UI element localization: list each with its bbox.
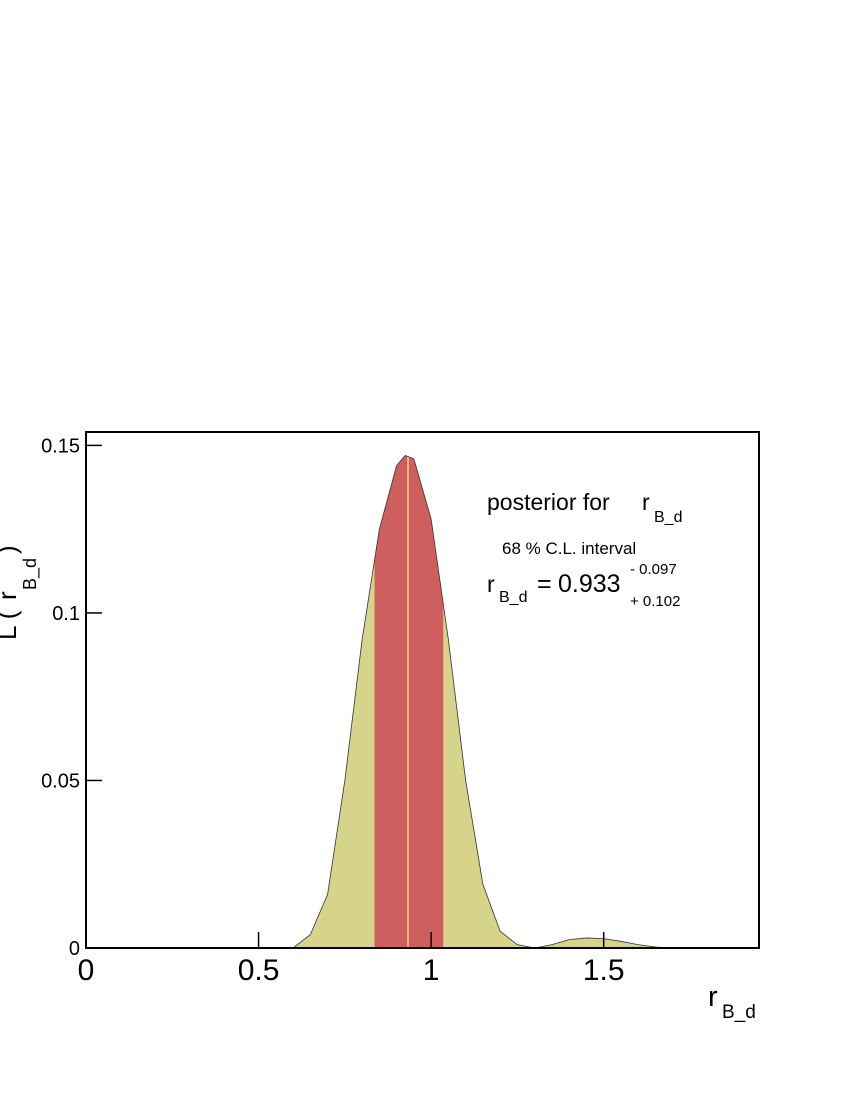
interval-title: 68 % C.L. interval: [502, 539, 636, 558]
result-plus: + 0.102: [630, 593, 680, 610]
y-tick-label: 0.1: [52, 603, 80, 625]
interval-band: [374, 455, 444, 948]
plot-area: [275, 454, 673, 949]
result-sub: B_d: [499, 589, 527, 606]
title: posterior for: [487, 489, 610, 515]
y-label-sub: B_d: [20, 558, 41, 590]
x-tick-label: 0: [78, 954, 95, 987]
y-tick-label: 0.05: [41, 770, 80, 792]
y-label-var: r: [0, 591, 22, 600]
x-label: r: [708, 981, 718, 1013]
x-tick-label: 1.5: [583, 954, 625, 987]
y-label-close: ): [0, 545, 22, 554]
posterior-area: [275, 455, 673, 948]
y-tick-label: 0.15: [41, 435, 80, 457]
title-sub: B_d: [654, 509, 682, 526]
y-label-open: L (: [0, 610, 22, 640]
x-tick-label: 0.5: [238, 954, 280, 987]
y-label: L ( r B_d ): [0, 545, 41, 640]
x-label-sub: B_d: [722, 1002, 756, 1023]
result-var: r: [487, 571, 495, 597]
title-var: r: [642, 489, 650, 515]
x-tick-label: 1: [423, 954, 440, 987]
y-tick-label: 0: [69, 938, 80, 960]
result-value: 0.933: [558, 570, 621, 598]
result-minus: - 0.097: [630, 561, 677, 578]
result-equals: =: [537, 570, 552, 598]
frame: [85, 431, 760, 949]
